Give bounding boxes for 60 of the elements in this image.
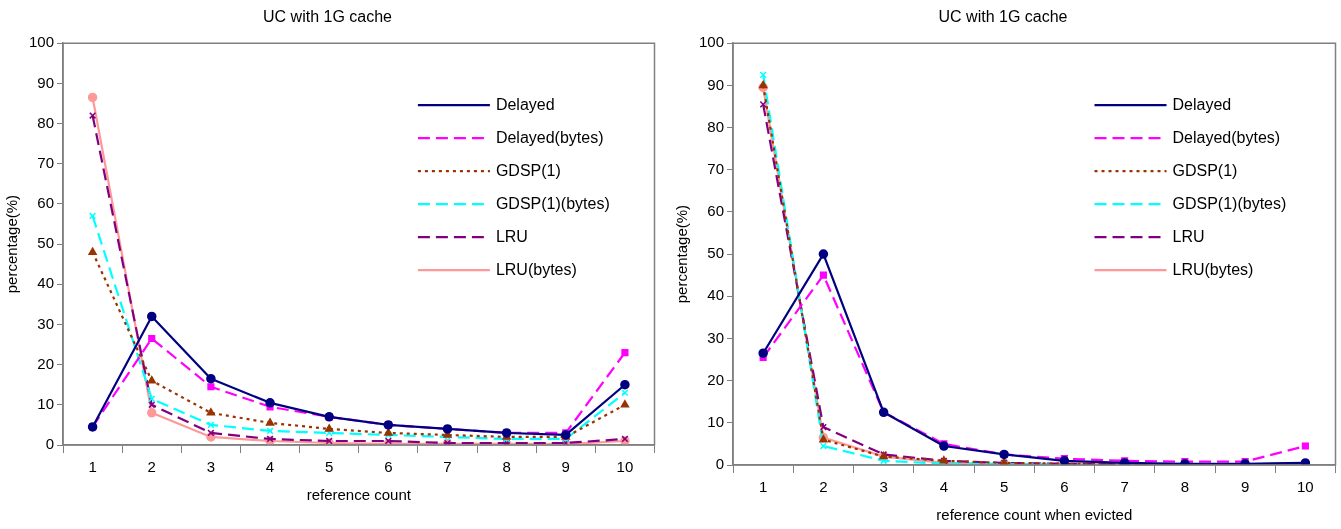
x-tick-label: 8: [1180, 478, 1190, 496]
y-tick-label: 0: [715, 455, 725, 473]
legend-label: Delayed: [1172, 95, 1232, 113]
y-tick-label: 100: [29, 33, 55, 51]
x-tick-label: 4: [265, 458, 275, 476]
x-tick-label: 2: [819, 478, 828, 496]
x-tick-label: 1: [758, 478, 768, 496]
y-tick-label: 20: [37, 354, 55, 372]
y-tick-label: 50: [707, 244, 725, 262]
y-tick-label: 70: [37, 153, 55, 171]
y-axis-title: percentage(%): [673, 204, 691, 304]
legend-label: LRU(bytes): [495, 260, 577, 278]
legend-label: Delayed: [495, 95, 555, 113]
y-tick-label: 0: [45, 435, 55, 453]
legend-label: GDSP(1)(bytes): [495, 194, 610, 212]
y-tick-label: 40: [707, 286, 725, 304]
legend-label: LRU: [495, 227, 528, 245]
legend-label: LRU: [1172, 227, 1205, 245]
x-tick-label: 3: [879, 478, 888, 496]
x-tick-label: 6: [1060, 478, 1069, 496]
y-tick-label: 90: [37, 73, 55, 91]
y-tick-label: 100: [699, 33, 725, 51]
legend-label: GDSP(1): [495, 161, 561, 179]
legend-label: GDSP(1)(bytes): [1172, 194, 1287, 212]
x-tick-label: 10: [1297, 478, 1314, 496]
legend-label: Delayed(bytes): [495, 128, 604, 146]
y-tick-label: 30: [37, 314, 55, 332]
x-tick-label: 1: [88, 458, 97, 476]
y-tick-label: 10: [707, 412, 725, 430]
x-tick-label: 9: [1240, 478, 1250, 496]
x-tick-label: 5: [325, 458, 334, 476]
x-tick-label: 2: [147, 458, 156, 476]
x-axis-title: reference count when evicted: [936, 506, 1133, 524]
x-tick-label: 10: [616, 458, 634, 476]
y-tick-label: 80: [37, 113, 55, 131]
x-axis-title: reference count: [306, 486, 412, 504]
y-tick-label: 90: [707, 75, 725, 93]
y-tick-label: 60: [37, 194, 55, 212]
y-tick-label: 50: [37, 234, 55, 252]
chart-title: UC with 1G cache: [263, 8, 393, 26]
x-tick-label: 8: [502, 458, 511, 476]
x-tick-label: 7: [1120, 478, 1129, 496]
y-tick-label: 70: [707, 159, 725, 177]
legend-label: Delayed(bytes): [1172, 128, 1281, 146]
y-tick-label: 20: [707, 370, 725, 388]
x-tick-label: 7: [443, 458, 452, 476]
chart-title: UC with 1G cache: [938, 8, 1068, 26]
x-tick-label: 9: [561, 458, 570, 476]
y-tick-label: 40: [37, 274, 55, 292]
y-axis-title: percentage(%): [3, 194, 21, 294]
x-tick-label: 3: [206, 458, 216, 476]
y-tick-label: 80: [707, 117, 725, 135]
y-tick-label: 60: [707, 202, 725, 220]
y-tick-label: 30: [707, 328, 725, 346]
x-tick-label: 6: [384, 458, 393, 476]
legend-label: GDSP(1): [1172, 161, 1238, 179]
legend-label: LRU(bytes): [1172, 260, 1254, 278]
y-tick-label: 10: [37, 394, 55, 412]
x-tick-label: 4: [939, 478, 949, 496]
x-tick-label: 5: [999, 478, 1009, 496]
